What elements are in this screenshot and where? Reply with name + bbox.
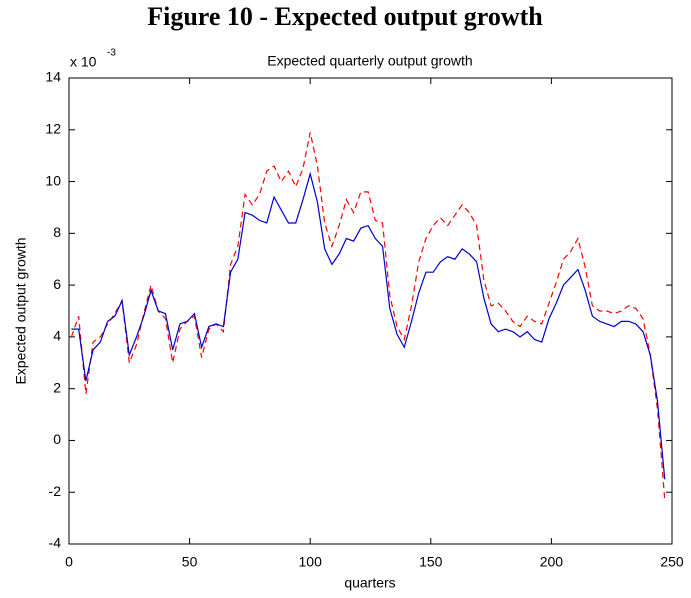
y-tick-label: 14: [45, 69, 61, 85]
x-tick-label: 150: [419, 554, 443, 570]
figure-heading: Figure 10 - Expected output growth: [147, 2, 543, 31]
y-tick-label: 12: [45, 120, 61, 136]
x-tick-label: 200: [540, 554, 564, 570]
y-tick-label: 2: [53, 379, 61, 395]
chart-title: Expected quarterly output growth: [267, 53, 472, 69]
y-tick-label: 8: [53, 224, 61, 240]
y-axis-label: Expected output growth: [13, 237, 29, 384]
x-tick-label: 250: [660, 554, 684, 570]
y-tick-label: -2: [49, 483, 62, 499]
y-tick-label: 4: [53, 328, 61, 344]
y-tick-label: 10: [45, 172, 61, 188]
y-tick-label: 0: [53, 431, 61, 447]
x-tick-label: 100: [299, 554, 323, 570]
series-line: [70, 132, 666, 501]
x-axis-label: quarters: [344, 575, 395, 591]
plot-frame: [68, 77, 673, 545]
x-tick-label: 50: [182, 554, 198, 570]
x-tick-label: 0: [65, 554, 73, 570]
series-line: [71, 171, 666, 480]
y-tick-label: -4: [49, 535, 62, 551]
y-scale-base: x 10: [70, 54, 97, 70]
y-tick-label: 6: [53, 276, 61, 292]
y-scale-exponent: -3: [107, 48, 116, 59]
